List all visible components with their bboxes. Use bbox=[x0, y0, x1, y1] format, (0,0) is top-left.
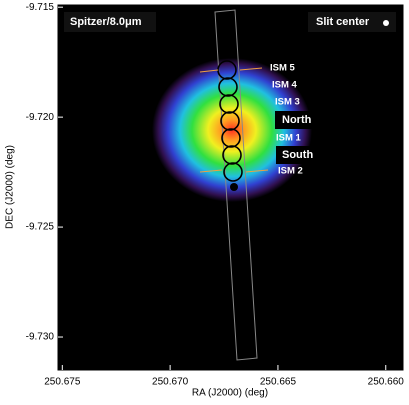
y-tick-label: -9.725 bbox=[26, 222, 55, 233]
x-tick-label: 250.665 bbox=[260, 377, 297, 388]
apertures bbox=[217, 60, 243, 182]
band-box bbox=[64, 12, 156, 32]
annotation: ISM 1 bbox=[276, 133, 302, 144]
aperture bbox=[219, 94, 239, 114]
y-tick-label: -9.715 bbox=[26, 2, 55, 13]
aperture bbox=[218, 77, 238, 97]
aperture bbox=[222, 145, 242, 165]
legend-marker bbox=[383, 20, 389, 26]
y-tick-label: -9.720 bbox=[26, 112, 55, 123]
annotation: ISM 2 bbox=[278, 166, 303, 177]
label-box bbox=[276, 146, 320, 164]
annotation: North bbox=[282, 114, 312, 126]
aperture bbox=[221, 128, 241, 148]
label-box bbox=[275, 111, 319, 129]
marker-line bbox=[239, 67, 263, 71]
frame bbox=[57, 4, 404, 371]
x-tick-label: 250.675 bbox=[44, 377, 81, 388]
x-tick-label: 250.670 bbox=[152, 377, 189, 388]
annotation: ISM 4 bbox=[272, 80, 298, 91]
slit-center bbox=[230, 183, 238, 191]
y-tick-label: -9.730 bbox=[26, 332, 55, 343]
x-axis-label: RA (J2000) (deg) bbox=[192, 388, 268, 399]
band-label: Spitzer/8.0μm bbox=[70, 16, 142, 28]
marker-line bbox=[199, 69, 219, 73]
x-tick-label: 250.660 bbox=[368, 377, 405, 388]
y-axis-label: DEC (J2000) (deg) bbox=[5, 145, 16, 229]
annotation: ISM 3 bbox=[275, 97, 300, 108]
marker-line bbox=[199, 169, 223, 173]
annotation: ISM 5 bbox=[270, 63, 296, 74]
annotation: South bbox=[282, 149, 313, 161]
legend-box bbox=[308, 12, 396, 32]
slit bbox=[214, 9, 258, 361]
markers bbox=[199, 67, 269, 173]
aperture bbox=[223, 162, 243, 182]
legend-label: Slit center bbox=[316, 16, 370, 28]
marker-line bbox=[245, 169, 269, 173]
aperture bbox=[220, 111, 240, 131]
